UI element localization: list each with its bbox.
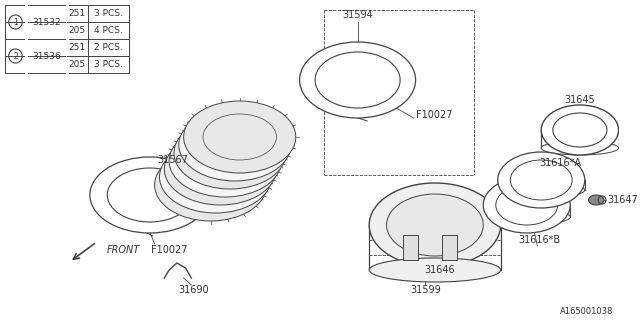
Ellipse shape [483, 177, 570, 233]
Text: 4 PCS.: 4 PCS. [94, 26, 123, 35]
Text: 251: 251 [68, 43, 86, 52]
Text: 2 PCS.: 2 PCS. [94, 43, 123, 52]
Ellipse shape [184, 146, 257, 192]
Ellipse shape [315, 52, 400, 108]
Text: 31599: 31599 [410, 285, 440, 295]
Ellipse shape [174, 117, 286, 189]
Ellipse shape [496, 185, 557, 225]
Ellipse shape [174, 162, 248, 208]
Text: 1: 1 [225, 138, 229, 142]
Text: 251: 251 [68, 9, 86, 18]
Text: 31594: 31594 [342, 10, 373, 20]
Ellipse shape [108, 168, 193, 222]
Ellipse shape [510, 160, 572, 200]
Text: F10027: F10027 [415, 110, 452, 120]
Text: 31616*A: 31616*A [540, 158, 582, 168]
Text: F10027: F10027 [151, 245, 188, 255]
Text: 3 PCS.: 3 PCS. [94, 60, 123, 69]
Ellipse shape [90, 157, 210, 233]
Text: 3 PCS.: 3 PCS. [94, 9, 123, 18]
Ellipse shape [159, 141, 271, 213]
Text: 205: 205 [68, 60, 86, 69]
Text: 31532: 31532 [32, 18, 61, 27]
Ellipse shape [541, 141, 618, 155]
Ellipse shape [179, 154, 252, 200]
FancyBboxPatch shape [403, 235, 419, 260]
Text: FRONT: FRONT [106, 245, 140, 255]
Ellipse shape [179, 109, 291, 181]
Ellipse shape [164, 133, 276, 205]
Text: 31690: 31690 [178, 285, 209, 295]
Ellipse shape [498, 152, 585, 208]
Ellipse shape [387, 194, 483, 256]
Ellipse shape [369, 183, 500, 267]
FancyBboxPatch shape [442, 235, 457, 260]
Ellipse shape [203, 114, 276, 160]
Text: 2: 2 [228, 167, 232, 172]
Ellipse shape [589, 195, 604, 205]
Text: 31646: 31646 [424, 265, 455, 275]
Ellipse shape [188, 138, 262, 184]
Text: 31616*B: 31616*B [518, 235, 561, 245]
Text: 2: 2 [13, 52, 18, 60]
Text: 31647: 31647 [607, 195, 637, 205]
Ellipse shape [169, 125, 281, 197]
Ellipse shape [198, 122, 271, 168]
Text: A165001038: A165001038 [561, 308, 614, 316]
Text: 31567: 31567 [157, 155, 188, 165]
Ellipse shape [300, 42, 415, 118]
Text: 1: 1 [235, 130, 239, 134]
Ellipse shape [184, 101, 296, 173]
Ellipse shape [193, 130, 267, 176]
Ellipse shape [369, 258, 500, 282]
Text: 205: 205 [68, 26, 86, 35]
Ellipse shape [498, 182, 585, 198]
Text: 31536: 31536 [32, 52, 61, 60]
Ellipse shape [483, 209, 570, 225]
Text: 31645: 31645 [564, 95, 595, 105]
Text: 1: 1 [13, 18, 18, 27]
Text: 1: 1 [244, 122, 248, 126]
Ellipse shape [155, 149, 267, 221]
Ellipse shape [553, 113, 607, 147]
Text: 2: 2 [237, 159, 242, 164]
Ellipse shape [541, 105, 618, 155]
